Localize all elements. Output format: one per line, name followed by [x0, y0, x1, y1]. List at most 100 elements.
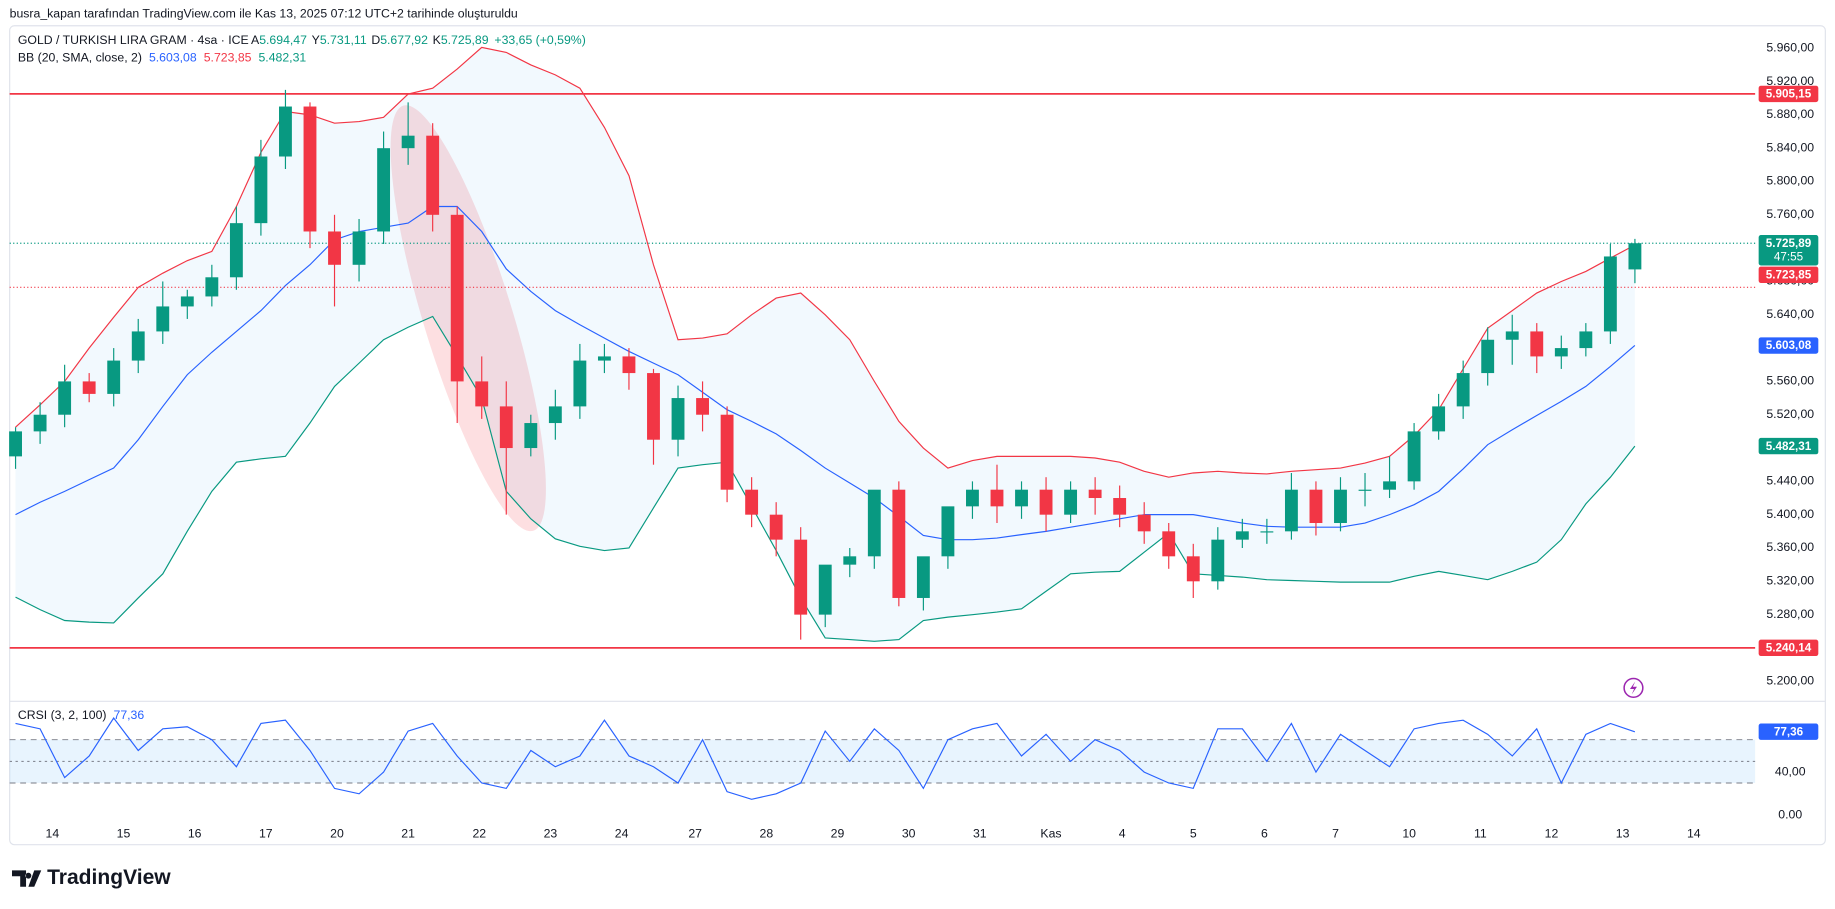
price-tag-label: 5.723,85 [1766, 268, 1812, 281]
candle-body [9, 431, 22, 457]
symbol: GOLD / TURKISH LIRA GRAM · 4sa · ICE [18, 33, 249, 47]
candle-body [377, 148, 391, 232]
candle-body [720, 414, 734, 490]
candle-body [499, 406, 513, 449]
candle-body [867, 489, 881, 557]
y-tick-label: 5.280,00 [1766, 607, 1814, 621]
y-tick-label: 5.760,00 [1766, 207, 1814, 221]
price-tag [1758, 437, 1819, 455]
candle-body [843, 556, 857, 565]
legend-bb: BB (20, SMA, close, 2) 5.603,08 5.723,85 5.… [18, 51, 307, 65]
bb-name: BB (20, SMA, close, 2) [18, 51, 142, 65]
candle-body [229, 223, 243, 278]
candle-body [1334, 489, 1347, 524]
candle-body [622, 356, 636, 374]
candle-body [426, 135, 440, 215]
x-tick-label: 5 [1190, 826, 1197, 840]
y-tick-label: 5.320,00 [1766, 574, 1814, 588]
candle-body [818, 564, 832, 615]
y-tick-label: 5.800,00 [1766, 174, 1814, 188]
y-tick-label: 5.360,00 [1766, 540, 1814, 554]
alert-bolt [1629, 681, 1637, 695]
y-tick-label: 5.560,00 [1766, 374, 1814, 388]
candle-body [990, 489, 1004, 507]
x-tick-label: 7 [1332, 826, 1339, 840]
candle-body [794, 539, 808, 615]
candle-body [205, 277, 219, 297]
credit: busra_kapan tarafından TradingView.com i… [10, 6, 518, 20]
candle-body [352, 231, 366, 265]
crsi-tick-label: 40,00 [1775, 764, 1806, 778]
candle-body [892, 489, 906, 598]
candle-body [941, 506, 955, 557]
ohlc-value: 5.725,89 [441, 33, 489, 47]
crsi-value: 77,36 [114, 708, 145, 722]
price-tag [1758, 235, 1819, 266]
candle-body [156, 306, 170, 332]
ohlc-key: Y [312, 33, 320, 47]
bb-lower-value: 5.482,31 [258, 51, 306, 65]
candle-body [597, 356, 611, 361]
bb-basis-value: 5.603,08 [149, 51, 197, 65]
x-tick-label: 22 [472, 826, 486, 840]
x-tick-label: Kas [1040, 826, 1061, 840]
change: +33,65 (+0,59%) [494, 33, 585, 47]
ohlc-value: 5.677,92 [380, 33, 428, 47]
x-tick-label: 24 [615, 826, 629, 840]
x-tick-label: 29 [831, 826, 845, 840]
crsi-line [15, 717, 1636, 800]
candle-body [450, 214, 464, 382]
candle-body [1628, 243, 1642, 270]
crsi-tag-label: 77,36 [1774, 725, 1804, 738]
candle-body [916, 556, 930, 598]
x-tick-label: 16 [188, 826, 202, 840]
candle-body [1186, 556, 1200, 582]
price-tag-label: 5.482,31 [1766, 440, 1812, 453]
ohlc-key: K [433, 33, 442, 47]
candle-body [303, 106, 317, 232]
legend-main: GOLD / TURKISH LIRA GRAM · 4sa · ICE A5.6… [18, 33, 586, 47]
candle-body [1015, 489, 1028, 507]
candle-body [966, 489, 979, 507]
candle-body [1211, 539, 1225, 582]
ohlc-value: 5.694,47 [259, 33, 307, 47]
price-tag-label: 5.603,08 [1766, 339, 1812, 352]
candle-body [1579, 331, 1593, 349]
y-tick-label: 5.440,00 [1766, 474, 1814, 488]
candle-body [671, 398, 685, 440]
price-tag [1758, 85, 1819, 103]
candle-body [1039, 489, 1053, 515]
y-tick-label: 5.960,00 [1766, 40, 1814, 54]
bb-basis [15, 205, 1636, 541]
bb-fill [15, 47, 1635, 642]
x-tick-label: 31 [973, 826, 987, 840]
price-tag-label: 5.725,89 [1766, 237, 1812, 250]
price-tag [1758, 266, 1819, 284]
x-tick-label: 21 [401, 826, 415, 840]
candle-body [1530, 331, 1544, 357]
y-tick-label: 5.400,00 [1766, 507, 1814, 521]
x-tick-label: 28 [760, 826, 774, 840]
countdown: 47:55 [1774, 250, 1804, 263]
candle-body [1383, 481, 1396, 490]
brand: TradingView [47, 866, 171, 889]
price-tag-label: 5.905,15 [1766, 88, 1812, 101]
x-tick-label: 13 [1616, 826, 1630, 840]
candle-body [328, 231, 341, 265]
candle-body [401, 135, 415, 149]
price-tag [1758, 337, 1819, 354]
candle-body [82, 381, 96, 394]
brand-logo [12, 870, 42, 887]
candle-body [1064, 489, 1078, 515]
candle-body [1137, 514, 1151, 532]
candle-body [1456, 373, 1470, 407]
price-tag [1758, 639, 1819, 657]
candle-body [58, 381, 72, 415]
x-tick-label: 11 [1474, 826, 1487, 840]
candle-body [647, 373, 660, 440]
candle-body [769, 514, 783, 540]
plot: 5.200,005.240,005.280,005.320,005.360,00… [9, 40, 1819, 840]
crsi-tick-label: 0.00 [1778, 808, 1802, 822]
